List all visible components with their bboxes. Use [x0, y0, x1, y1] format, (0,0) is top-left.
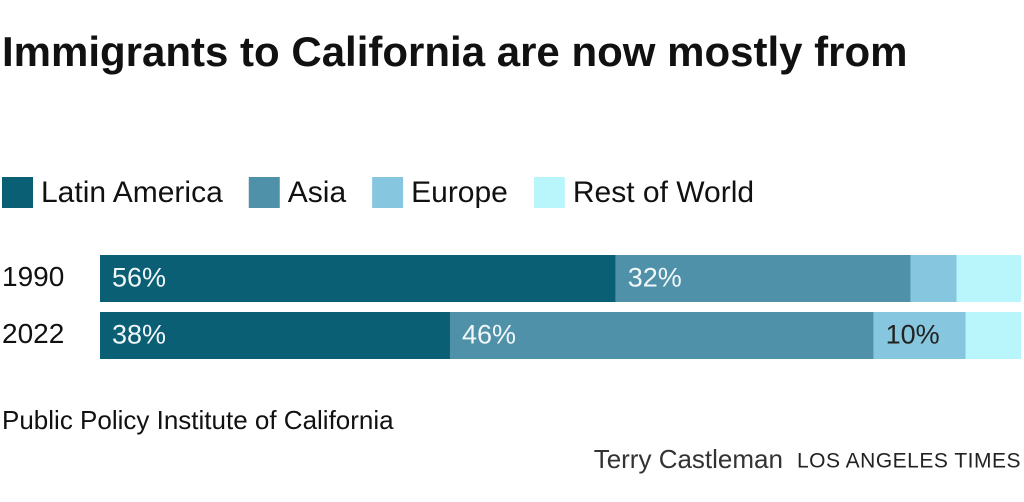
- value-label: 32%: [628, 263, 682, 293]
- credit: Terry Castleman: [594, 444, 783, 474]
- legend-label: Asia: [288, 176, 347, 209]
- legend-swatch: [533, 177, 565, 208]
- source: Public Policy Institute of California: [2, 405, 394, 435]
- legend-swatch: [248, 177, 280, 208]
- bar-segment: [910, 255, 957, 302]
- chart-title-line1: Immigrants to California are now mostly …: [2, 28, 907, 75]
- bar-segment: [873, 312, 966, 359]
- legend-swatch: [2, 177, 33, 208]
- bar-segment: [100, 312, 450, 359]
- legend-label: Latin America: [41, 176, 223, 209]
- value-label: 56%: [112, 263, 166, 293]
- bar-segment: [965, 312, 1021, 359]
- bar-segment: [100, 255, 616, 302]
- category-label: 1990: [2, 261, 64, 292]
- publisher: LOS ANGELES TIMES: [797, 450, 1021, 473]
- value-label: 10%: [886, 320, 940, 350]
- value-label: 46%: [462, 320, 516, 350]
- value-label: 38%: [112, 320, 166, 350]
- legend-label: Europe: [411, 176, 508, 209]
- legend-swatch: [372, 177, 404, 208]
- bar-segment: [615, 255, 911, 302]
- bar-segment: [449, 312, 874, 359]
- legend-label: Rest of World: [573, 176, 754, 209]
- category-label: 2022: [2, 318, 64, 349]
- bar-segment: [956, 255, 1021, 302]
